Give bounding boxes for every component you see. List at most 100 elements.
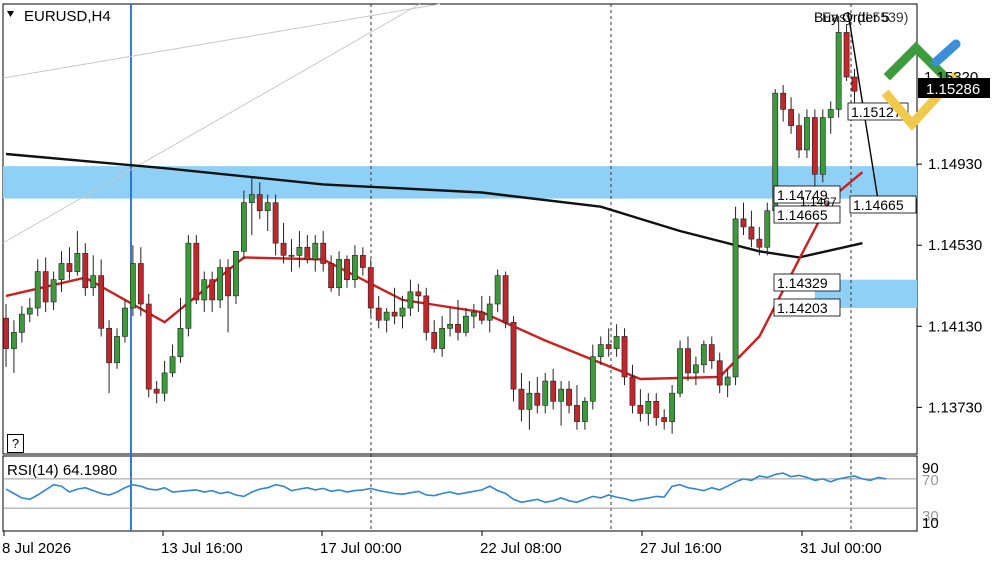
candle-bull [669, 392, 676, 422]
level-box-4 [849, 195, 917, 214]
price-tick-label: 1.14930 [928, 156, 982, 173]
candle-bear [415, 291, 422, 297]
candle-bull [50, 279, 57, 303]
candle-bear [280, 242, 287, 256]
candle-bull [677, 348, 683, 394]
candle-bull [74, 253, 81, 272]
candle-bear [478, 311, 485, 321]
candle-bear [716, 360, 723, 386]
rsi-label: RSI(14) 64.1980 [7, 462, 117, 479]
candle-bull [399, 307, 406, 317]
candle-bear [621, 336, 628, 378]
candle-bull [217, 267, 224, 301]
candle-bear [685, 348, 691, 374]
candle-bear [320, 242, 327, 264]
candle-bear [193, 242, 200, 301]
candle-bear [510, 321, 517, 390]
candle-bull [407, 291, 414, 309]
candle-bear [740, 218, 747, 228]
candle-bear [653, 400, 660, 418]
candle-bear [66, 263, 73, 272]
level-box-1-text: 1.15127 [851, 104, 902, 120]
help-button[interactable]: ? [7, 434, 24, 453]
candle-bear [708, 344, 715, 362]
price-axis-ticks: 1.14930 1.14530 1.14130 1.13730 [917, 156, 982, 416]
candle-bear [359, 255, 366, 268]
rsi-level-label: 10 [922, 515, 939, 532]
candle-bull [724, 376, 731, 386]
candle-bull [58, 263, 65, 280]
candle-bear [145, 303, 152, 390]
candle-bear [661, 417, 668, 422]
candle-bull [439, 328, 446, 349]
candle-bear [455, 323, 461, 333]
candle-bull [447, 323, 453, 329]
candle-bear [272, 202, 279, 244]
logo-green-mark [883, 41, 951, 83]
time-tick-label: 27 Jul 16:00 [640, 540, 722, 557]
candle-bear [811, 117, 818, 175]
candle-bear [605, 344, 612, 349]
candle-bull [693, 364, 699, 374]
indicator-label-overlap: Easy (tl:5539) [822, 9, 908, 25]
candle-bull [581, 400, 588, 422]
candle-bull [296, 246, 303, 256]
symbol-dropdown-icon[interactable] [7, 11, 14, 17]
candle-bull [645, 400, 652, 414]
candle-bear [796, 125, 802, 151]
candle-bear [629, 376, 636, 406]
candle-bull [201, 279, 208, 301]
level-box-3-text: 1.14665 [777, 207, 828, 223]
symbol-label: EURUSD,H4 [24, 8, 111, 25]
candle-bear [137, 263, 144, 305]
candle-bull [613, 336, 620, 349]
candle-bear [225, 267, 231, 297]
candle-bull [835, 32, 842, 110]
trend-lines [2, 3, 879, 244]
candle-bull [288, 255, 295, 257]
rsi-level-label: 30 [922, 508, 939, 525]
candle-bear [209, 279, 216, 301]
candle-bull [336, 259, 342, 289]
time-tick-label: 31 Jul 00:00 [800, 540, 882, 557]
level-box-2-text: 1.14749 [777, 187, 828, 203]
candle-bear [843, 32, 850, 78]
candle-bear [534, 392, 541, 406]
candle-bull [463, 315, 469, 333]
candle-bear [98, 275, 105, 329]
time-axis: 8 Jul 2026 13 Jul 16:00 17 Jul 00:00 22 Jul… [2, 531, 882, 557]
candle-bear [756, 238, 763, 248]
rsi-level-label: 90 [922, 460, 939, 477]
candle-bull [827, 109, 834, 118]
current-price-label: 1.15286 [926, 81, 980, 98]
candle-bear [788, 109, 794, 126]
sr-zone-1 [3, 166, 917, 199]
candle-bull [486, 303, 493, 321]
candle-bull [248, 194, 255, 203]
candle-bull [764, 210, 771, 248]
candle-bull [312, 242, 319, 260]
price-axis: 1.15320 1.15286 1.149301.145301.141301.1… [917, 69, 990, 416]
candle-bear [391, 311, 398, 317]
indicator-label: Buy Order 5 [814, 9, 890, 25]
trend-line-gray-1 [2, 3, 441, 79]
candle-bull [233, 250, 239, 297]
candle-bear [375, 307, 382, 321]
level-box-6 [773, 298, 841, 317]
candle-bear [106, 328, 112, 364]
level-box-2 [773, 185, 841, 204]
candle-bear [256, 194, 263, 212]
vertical-grid [130, 4, 852, 531]
logo-blue-mark [931, 39, 961, 67]
candle-bull [122, 307, 128, 337]
candle-bear [550, 380, 557, 402]
level-box-6-text: 1.14203 [777, 300, 828, 316]
price-tick-label: 1.13730 [928, 399, 982, 416]
candle-bear [42, 271, 49, 303]
candle-bear [344, 259, 350, 280]
time-tick-label: 22 Jul 08:00 [480, 540, 562, 557]
candle-bear [851, 76, 858, 92]
